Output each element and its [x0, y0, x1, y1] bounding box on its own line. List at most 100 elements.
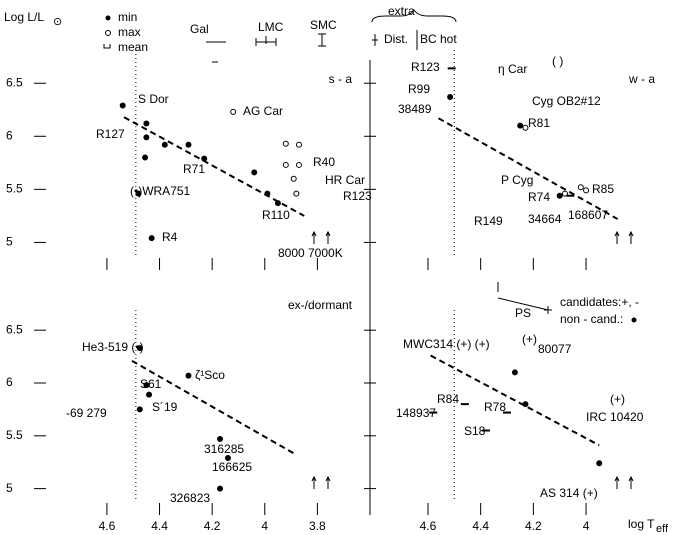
- annotation: (•)WRA751: [130, 184, 191, 198]
- x-tick-label: 4: [583, 519, 590, 533]
- upper-limit-arrow: [311, 475, 317, 489]
- max-point: [583, 187, 590, 194]
- min-point: [161, 141, 168, 148]
- annotation: R123: [343, 189, 372, 203]
- annotation: R84: [437, 392, 459, 406]
- max-point: [230, 108, 237, 115]
- annotation: R123: [411, 60, 440, 74]
- annotation: AS 314 (+): [540, 486, 598, 500]
- min-point: [135, 190, 142, 197]
- max-point: [293, 190, 300, 197]
- annotation: AG Car: [243, 104, 283, 118]
- legend-max: max: [118, 25, 141, 39]
- annotation: MWC314 (+) (+): [403, 337, 490, 351]
- max-point: [522, 124, 529, 131]
- max-point: [295, 141, 302, 148]
- min-point: [217, 435, 224, 442]
- annotation: 7000K: [308, 246, 343, 260]
- y-tick-label: 6: [6, 128, 13, 142]
- annotation: R4: [162, 230, 178, 244]
- annotation: Cyg OB2#12: [532, 94, 601, 108]
- legend-smc: SMC: [310, 18, 337, 32]
- min-point: [511, 369, 518, 376]
- min-point: [119, 102, 126, 109]
- annotation: S Dor: [138, 92, 169, 106]
- annotation: 80077: [538, 342, 572, 356]
- legend-mean: mean: [118, 40, 148, 54]
- annotation: IRC 10420: [586, 410, 644, 424]
- annotation: HR Car: [325, 173, 365, 187]
- annotation: R40: [313, 155, 335, 169]
- y-tick-label: 5.5: [6, 428, 23, 442]
- x-tick-label: 4.6: [420, 519, 437, 533]
- x-tick-label: 4: [261, 519, 268, 533]
- annotation: ζ¹Sco: [195, 368, 225, 382]
- legend-dist-symbol: [372, 34, 378, 46]
- annotation: R81: [528, 116, 550, 130]
- annotation: η Car: [498, 62, 527, 76]
- legend-lmc: LMC: [258, 20, 284, 34]
- dashed-line: [430, 354, 600, 447]
- min-point: [136, 406, 143, 413]
- max-point: [282, 161, 289, 168]
- annotation: -69 279: [66, 406, 107, 420]
- upper-limit-arrow: [628, 230, 634, 244]
- min-point: [217, 485, 224, 492]
- y-tick-label: 5: [6, 481, 13, 495]
- legend-bc: BC hot: [420, 32, 457, 46]
- legend-smc-symbol: [318, 33, 326, 47]
- legend-min: min: [118, 10, 137, 24]
- upper-limit-arrow: [311, 230, 317, 244]
- y-axis-label-sub: ⊙: [53, 16, 62, 28]
- min-point: [224, 454, 231, 461]
- dashed-line: [131, 359, 297, 456]
- upper-limit-arrow: [628, 475, 634, 489]
- annotation: R85: [592, 182, 614, 196]
- annotation: candidates:+, -: [560, 295, 639, 309]
- annotation: He3-519 (•): [82, 340, 144, 354]
- min-point: [143, 134, 150, 141]
- annotation: R110: [262, 208, 290, 222]
- min-point: [185, 141, 192, 148]
- annotation: 38489: [398, 102, 432, 116]
- x-tick-label: 4.2: [204, 519, 221, 533]
- legend-gal: Gal: [190, 22, 209, 36]
- annotation: S61: [140, 377, 162, 391]
- y-tick-label: 6.5: [6, 322, 23, 336]
- annotation: 148937: [396, 406, 436, 420]
- x-tick-label: 4.4: [151, 519, 168, 533]
- min-point: [556, 192, 563, 199]
- annotation: S´19: [152, 400, 178, 414]
- upper-limit-arrow: [325, 230, 331, 244]
- x-tick-label: 4.4: [472, 519, 489, 533]
- min-point: [143, 382, 150, 389]
- min-point: [148, 235, 155, 242]
- panel-label: ex-/dormant: [288, 298, 353, 312]
- x-axis-label: log T: [628, 517, 655, 531]
- y-tick-label: 5.5: [6, 182, 23, 196]
- max-point: [295, 161, 302, 168]
- legend-max-symbol: [105, 30, 111, 36]
- min-point: [142, 154, 149, 161]
- dashed-line: [438, 117, 619, 220]
- min-point: [143, 120, 150, 127]
- max-point: [290, 175, 297, 182]
- annotation: R74: [528, 190, 550, 204]
- min-point: [185, 372, 192, 379]
- legend-mean-symbol: [103, 44, 111, 49]
- annotation: R78: [484, 400, 506, 414]
- x-tick-label: 4.6: [99, 519, 116, 533]
- annotation: 166625: [212, 460, 252, 474]
- legend-dist: Dist.: [384, 32, 408, 46]
- min-point: [447, 94, 454, 101]
- legend-lmc-symbol: [255, 36, 277, 46]
- annotation: R71: [183, 162, 205, 176]
- annotation: S18: [464, 424, 486, 438]
- annotation: non - cand.:: [560, 312, 623, 326]
- annotation: (+): [610, 392, 625, 406]
- max-point: [282, 140, 289, 147]
- y-axis-label: Log L/L: [4, 10, 44, 24]
- y-tick-label: 6.5: [6, 75, 23, 89]
- panel-label: w - a: [628, 72, 655, 86]
